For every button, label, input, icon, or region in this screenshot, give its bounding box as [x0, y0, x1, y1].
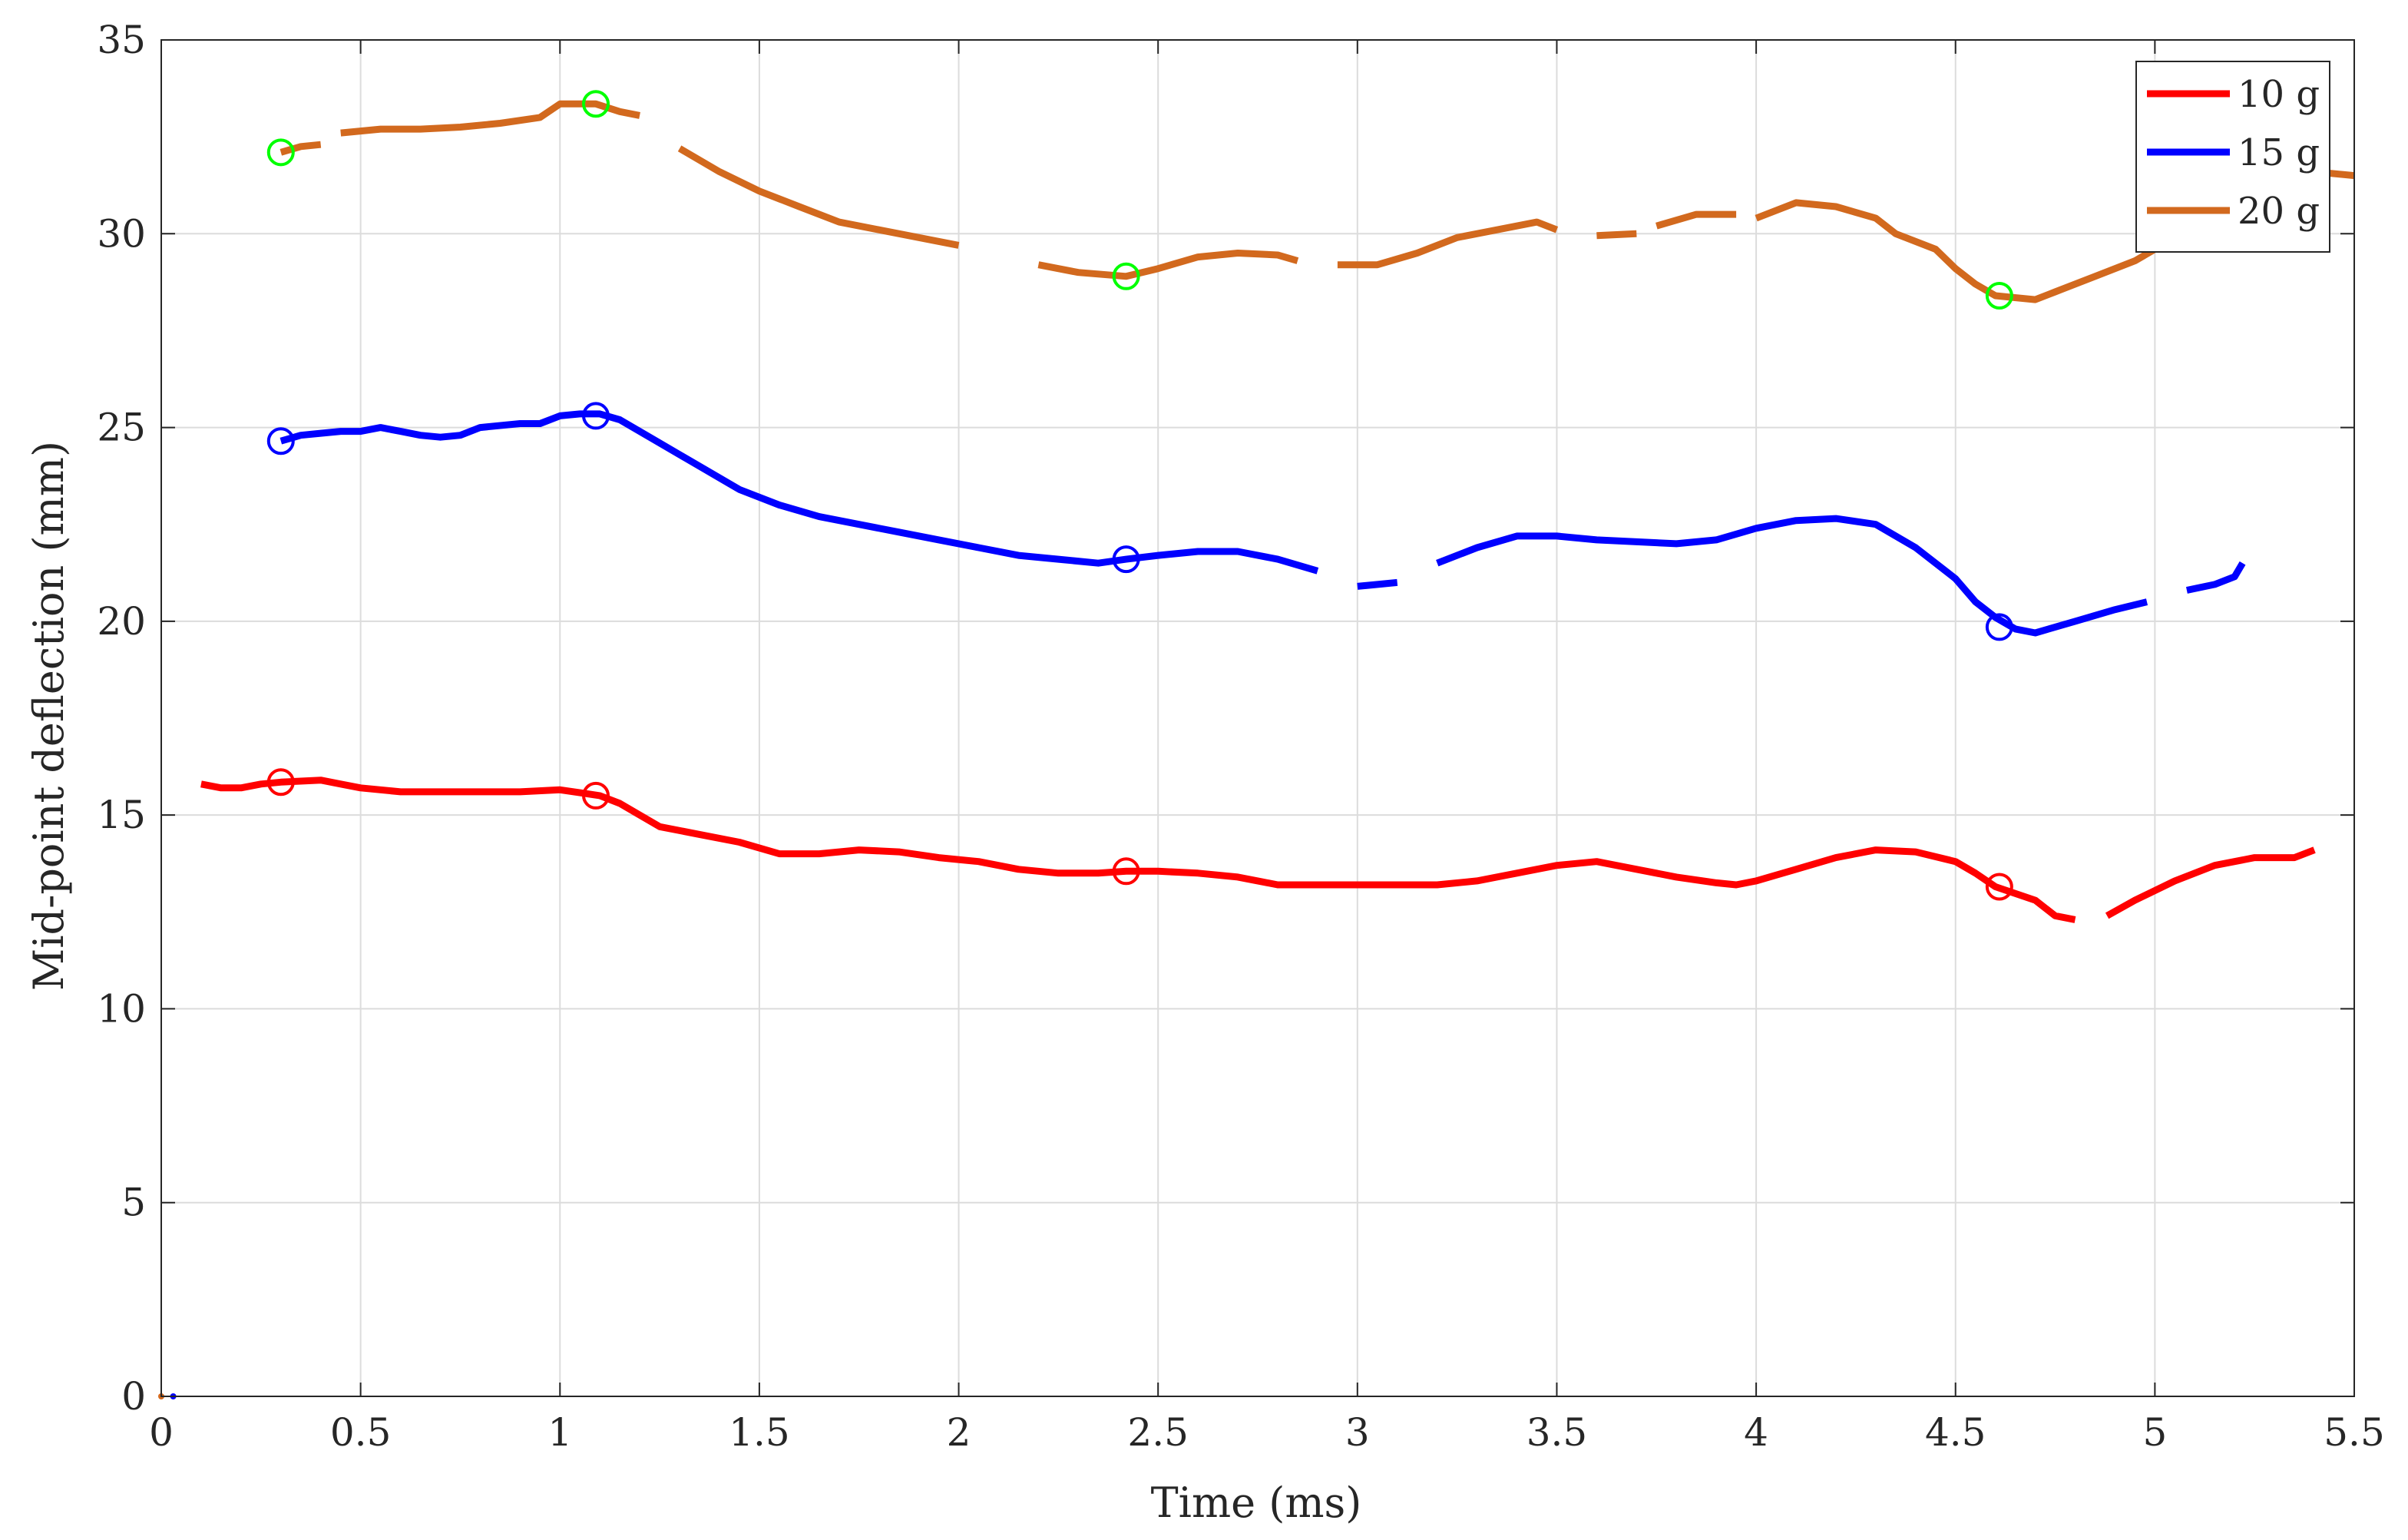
x-tick-label: 0: [149, 1410, 174, 1455]
series-line-20g: [1755, 199, 2157, 303]
series-line-20g: [677, 145, 960, 249]
y-tick-label: 15: [97, 793, 146, 837]
y-tick-label: 10: [97, 986, 146, 1031]
marker-15g: [1985, 613, 2013, 641]
x-tick-label: 3: [1345, 1410, 1370, 1455]
marker-15g: [1112, 545, 1140, 574]
series-line-15g: [280, 410, 1319, 575]
x-tick-label: 4.5: [1925, 1410, 1986, 1455]
marker-10g: [1985, 873, 2013, 901]
x-tick-label: 4: [1744, 1410, 1768, 1455]
x-tick-label: 1.5: [729, 1410, 790, 1455]
marker-10g: [1112, 857, 1140, 886]
data-series: [158, 90, 2355, 1399]
series-line-20g: [1037, 250, 1299, 280]
series-20g: [266, 90, 2355, 310]
y-tick-label: 5: [121, 1181, 146, 1225]
x-tick-label: 5: [2142, 1410, 2167, 1455]
x-tick-label: 3.5: [1526, 1410, 1588, 1455]
x-tick-label: 5.5: [2324, 1410, 2385, 1455]
marker-10g: [266, 768, 295, 796]
x-tick-label: 2: [947, 1410, 971, 1455]
marker-15g: [582, 402, 610, 430]
legend-label-15g: 15 g: [2238, 131, 2320, 174]
series-line-15g: [1357, 578, 1398, 590]
y-tick-label: 35: [97, 18, 146, 62]
legend-label-10g: 10 g: [2238, 73, 2320, 116]
series-line-15g: [2185, 561, 2246, 594]
y-tick-label: 30: [97, 211, 146, 256]
series-line-20g: [1596, 230, 1637, 240]
x-axis-label: Time (ms): [1151, 1479, 1362, 1527]
marker-20g: [582, 90, 610, 118]
series-line-10g: [200, 777, 2076, 923]
grid: [160, 39, 2355, 1397]
series-line-20g: [1337, 218, 1559, 269]
y-tick-label: 25: [97, 406, 146, 450]
series-15g: [266, 402, 2246, 641]
marker-20g: [266, 138, 295, 167]
y-axis-label: Mid-point deflection (mm): [25, 441, 73, 991]
series-line-20g: [340, 100, 640, 137]
marker-10g: [582, 781, 610, 810]
series-line-20g: [1656, 210, 1737, 230]
x-tick-label: 0.5: [330, 1410, 392, 1455]
series-line-15g: [1436, 515, 2148, 637]
y-tick-label: 20: [97, 599, 146, 644]
y-tick-label: 0: [121, 1374, 146, 1419]
axes-box: [160, 39, 2355, 1397]
marker-20g: [1985, 282, 2013, 310]
legend-label-20g: 20 g: [2238, 190, 2320, 233]
legend: 10 g 15 g 20 g: [2135, 61, 2330, 253]
series-10g: [200, 768, 2316, 923]
marker-15g: [266, 427, 295, 455]
x-tick-label: 1: [547, 1410, 572, 1455]
series-line-20g: [280, 141, 322, 156]
axis-ticks: 0 0.5 1 1.5 2 2.5 3 3.5 4 4.5 5 5.5 0 5 10 15 20 25 30 35: [97, 18, 2384, 1455]
x-tick-label: 2.5: [1127, 1410, 1189, 1455]
marker-20g: [1112, 262, 1140, 290]
series-line-10g: [2105, 846, 2316, 919]
